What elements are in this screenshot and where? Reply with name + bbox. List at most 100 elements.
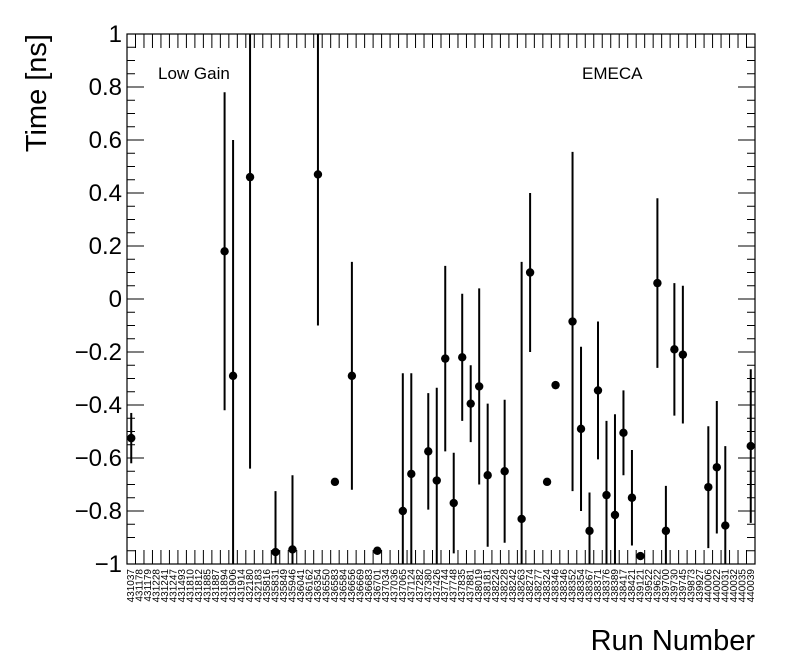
data-point	[245, 172, 255, 182]
x-tick-label: 438417	[618, 569, 629, 603]
data-point	[407, 469, 416, 479]
y-tick-label: −0.2	[75, 339, 122, 366]
x-tick-label: 437426	[432, 569, 443, 603]
data-point	[746, 441, 755, 451]
x-tick-label: 431894	[220, 569, 231, 603]
x-tick-label: 438346	[551, 569, 562, 603]
y-tick-label: 0.6	[89, 127, 122, 154]
x-tick-label: 439522	[644, 569, 655, 603]
x-tick-label: 440022	[712, 569, 723, 603]
x-tick-label: 438389	[610, 569, 621, 603]
x-tick-label: 439873	[686, 569, 697, 603]
x-tick-label: 437748	[449, 569, 460, 603]
x-tick-label: 438354	[576, 569, 587, 603]
x-tick-label: 436583	[330, 569, 341, 603]
plot-frame	[126, 33, 756, 565]
x-tick-label: 440031	[720, 569, 731, 603]
y-tick-label: −1	[95, 551, 122, 578]
data-point	[627, 493, 637, 502]
x-tick-label: 438346	[559, 569, 570, 603]
x-tick-label: 436683	[364, 569, 375, 603]
x-tick-label: 431493	[177, 569, 188, 603]
x-tick-label: 432180	[245, 569, 256, 603]
data-point	[313, 170, 323, 179]
data-point	[127, 433, 136, 443]
x-tick-label: 436584	[338, 569, 349, 603]
x-tick-label: 439730	[669, 569, 680, 603]
y-tick-label: 0	[109, 286, 122, 313]
data-point	[288, 545, 297, 554]
x-tick-label: 439745	[678, 569, 689, 603]
data-points	[127, 34, 755, 564]
data-point	[568, 317, 577, 326]
data-point	[721, 521, 730, 530]
x-tick-label: 437282	[415, 569, 426, 603]
x-tick-label: 435946	[287, 569, 298, 603]
data-point	[449, 498, 458, 508]
y-tick-label: 0.2	[89, 233, 122, 260]
data-point	[500, 467, 509, 476]
x-tick-label: 438263	[517, 569, 528, 603]
x-tick-label: 437034	[381, 569, 392, 603]
data-point	[593, 386, 603, 395]
x-tick-label: 439927	[695, 569, 706, 603]
x-tick-label: 431887	[211, 569, 222, 603]
x-tick-label: 438228	[500, 569, 511, 603]
data-point	[466, 399, 475, 408]
x-tick-label: 438371	[593, 569, 604, 603]
x-tick-label: 431906	[228, 569, 239, 603]
data-point	[712, 463, 722, 472]
y-tick-label: −0.6	[75, 445, 122, 472]
data-point	[678, 350, 688, 359]
data-point	[424, 447, 433, 456]
x-tick-label: 431037	[126, 569, 137, 603]
x-tick-label: 431247	[169, 569, 180, 603]
data-point	[661, 526, 671, 536]
x-tick-label: 436701	[372, 569, 383, 603]
x-tick-label: 431885	[203, 569, 214, 603]
x-tick-label: 438421	[627, 569, 638, 603]
x-tick-label: 436669	[355, 569, 366, 603]
data-point	[441, 354, 450, 363]
x-tick-label: 439700	[661, 569, 672, 603]
x-tick-label: 435816	[262, 569, 273, 603]
data-point	[670, 345, 679, 354]
y-tick-label: −0.4	[75, 392, 122, 419]
x-tick-label: 439622	[652, 569, 663, 603]
x-tick-label: 438376	[601, 569, 612, 603]
x-tick-label: 437036	[389, 569, 400, 603]
x-tick-label: 438367	[585, 569, 596, 603]
x-tick-label: 440032	[729, 569, 740, 603]
data-point	[653, 278, 662, 288]
data-point	[636, 551, 645, 561]
x-tick-label: 435831	[271, 569, 282, 603]
x-tick-label: 438242	[508, 569, 519, 603]
x-tick-label: 440006	[703, 569, 714, 603]
data-point	[330, 477, 340, 487]
data-point	[551, 380, 560, 390]
data-point	[576, 424, 586, 434]
x-tick-label: 436041	[296, 569, 307, 603]
x-tick-label: 437380	[423, 569, 434, 603]
data-point	[585, 526, 594, 536]
y-axis: 1 0.8 0.6 0.4 0.2 0 −0.2 −0.4 −0.6 −0.8 −1	[75, 21, 755, 578]
x-tick-label: 431179	[143, 569, 154, 602]
x-tick-label: 431178	[135, 569, 146, 602]
data-point	[610, 510, 620, 520]
data-point	[483, 471, 492, 480]
y-tick-label: 1	[109, 21, 122, 48]
x-tick-label: 438274	[525, 569, 536, 603]
x-tick-label: 432183	[254, 569, 265, 603]
x-tick-label: 439121	[635, 569, 646, 603]
annotation-emeca: EMECA	[582, 64, 643, 83]
data-point	[220, 247, 229, 256]
y-tick-label: −0.8	[75, 498, 122, 525]
x-tick-label: 437881	[466, 569, 477, 603]
x-tick-label: 437744	[440, 569, 451, 603]
x-tick-label: 436162	[304, 569, 315, 603]
data-point	[271, 547, 280, 557]
data-point	[474, 382, 484, 391]
x-tick-label: 440035	[737, 569, 748, 603]
data-point	[458, 353, 467, 362]
data-point	[432, 476, 441, 485]
